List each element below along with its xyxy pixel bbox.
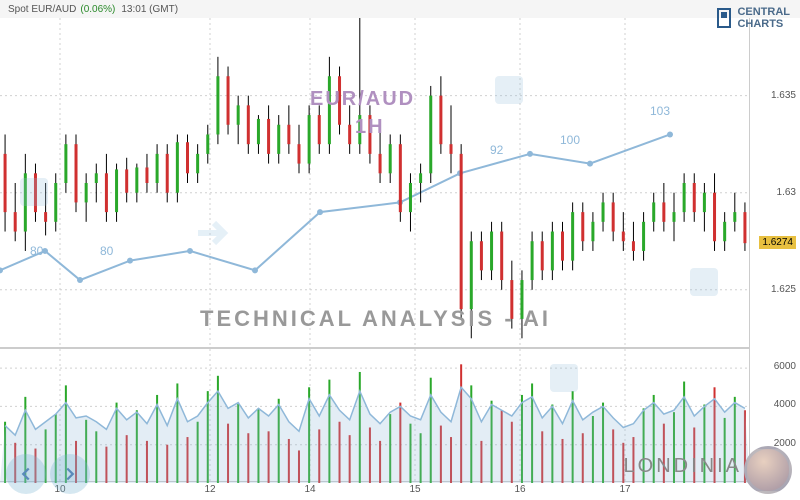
central-charts-logo: CENTRAL CHARTS — [717, 6, 790, 30]
svg-text:100: 100 — [560, 133, 580, 147]
svg-text:92: 92 — [490, 143, 504, 157]
londinia-watermark: LONDINIA — [624, 455, 742, 478]
logo-icon — [717, 8, 731, 28]
price-chart[interactable]: 80 80 92 100 103 EUR/AUD 1H TECHNICAL ANALYS… — [0, 18, 750, 348]
instrument-name: Spot EUR/AUD — [8, 4, 76, 15]
tech-watermark: TECHNICAL ANALYSIS - AI — [200, 306, 551, 332]
logo-text: CENTRAL CHARTS — [737, 6, 790, 30]
nav-forward-button[interactable] — [50, 454, 90, 494]
avatar-icon[interactable] — [744, 446, 792, 494]
svg-text:103: 103 — [650, 104, 670, 118]
pair-watermark: EUR/AUD — [310, 88, 415, 111]
nav-back-button[interactable] — [6, 454, 46, 494]
compass-icon[interactable] — [495, 76, 523, 104]
x-axis: 101214151617 — [0, 482, 750, 500]
price-y-axis: 1.6251.631.6351.6274 — [750, 18, 800, 348]
change-percent: (0.06%) — [80, 4, 115, 15]
chart-icon-2[interactable] — [690, 268, 718, 296]
header-time: 13:01 (GMT) — [121, 4, 178, 15]
svg-text:80: 80 — [30, 244, 44, 258]
chart-header: Spot EUR/AUD (0.06%) 13:01 (GMT) — [0, 0, 800, 18]
timeframe-watermark: 1H — [355, 116, 385, 139]
svg-text:80: 80 — [100, 244, 114, 258]
doc-icon[interactable] — [550, 364, 578, 392]
chart-icon[interactable] — [20, 178, 48, 206]
arrow-icon — [190, 213, 238, 253]
